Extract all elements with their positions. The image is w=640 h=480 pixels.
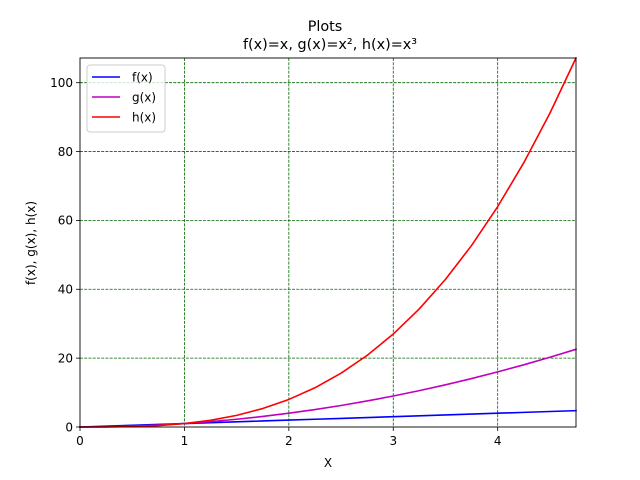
x-tick-label: 3 — [389, 434, 397, 448]
series-line-hx — [79, 56, 578, 428]
x-axis-label: X — [324, 456, 332, 470]
legend-label: f(x) — [132, 70, 153, 84]
legend-label: g(x) — [132, 90, 156, 104]
y-tick-label: 60 — [58, 214, 73, 228]
x-tick-label: 1 — [181, 434, 189, 448]
y-tick-label: 100 — [50, 76, 73, 90]
y-tick-label: 40 — [58, 283, 73, 297]
series-lines — [79, 56, 578, 428]
legend-label: h(x) — [132, 110, 156, 124]
x-tick-label: 2 — [285, 434, 293, 448]
axes — [79, 57, 577, 428]
plot-frame — [79, 57, 577, 428]
y-tick-label: 80 — [58, 145, 73, 159]
legend: f(x) g(x) h(x) — [86, 64, 166, 133]
x-tick-label: 0 — [76, 434, 84, 448]
y-axis-label: f(x), g(x), h(x) — [24, 201, 38, 285]
chart-title: Plots — [308, 19, 343, 35]
legend-box — [86, 64, 166, 133]
chart-subtitle: f(x)=x, g(x)=x², h(x)=x³ — [243, 37, 417, 53]
x-tick-label: 4 — [494, 434, 502, 448]
y-tick-label: 0 — [65, 420, 73, 434]
y-tick-label: 20 — [58, 351, 73, 365]
